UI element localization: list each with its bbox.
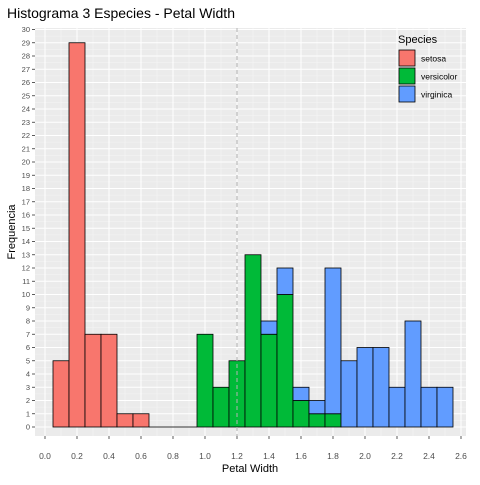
bar-setosa [116,413,134,428]
x-tick-label: 2.0 [359,451,371,461]
x-axis: 0.0 0.2 0.4 0.6 0.8 1.0 1.2 1.4 1.6 1.8 2.0 2.2 2.4 2… [39,436,467,461]
bar-versicolor [324,413,342,428]
x-tick-label: 0.2 [71,451,83,461]
bar-setosa [132,413,150,428]
bar-setosa [100,333,118,428]
bar-versicolor [196,333,214,428]
y-tick-label: 18 [22,184,30,193]
legend-key-versicolor [398,67,416,85]
legend: Species setosa versicolor virginica [398,34,458,103]
bar-virginica [420,386,438,428]
y-tick-label: 21 [22,144,30,153]
y-tick-label: 9 [26,303,30,312]
y-tick-label: 20 [22,158,30,167]
legend-key-setosa [398,49,416,67]
y-tick-label: 7 [26,330,30,339]
x-tick-label: 0.4 [103,451,115,461]
y-tick-label: 5 [26,356,30,365]
bar-versicolor [244,254,262,428]
y-tick-label: 0 [26,423,30,432]
bar-virginica [388,386,406,428]
y-tick-label: 4 [26,370,30,379]
bar-virginica [292,386,310,401]
bar-virginica [324,267,342,415]
y-tick-label: 14 [22,237,30,246]
x-tick-label: 2.2 [391,451,403,461]
bar-versicolor [260,333,278,428]
bar-virginica [276,267,294,295]
x-axis-label: Petal Width [222,463,278,475]
x-tick-label: 0.6 [135,451,147,461]
y-tick-label: 6 [26,343,30,352]
legend-title: Species [398,34,438,46]
bar-setosa [52,360,70,428]
y-tick-label: 15 [22,224,30,233]
x-tick-label: 1.2 [231,451,243,461]
x-tick-label: 2.6 [455,451,467,461]
histogram-bars [52,42,454,428]
bar-versicolor [308,413,326,428]
chart-title: Histograma 3 Especies - Petal Width [7,5,235,21]
legend-items: setosa versicolor virginica [398,49,458,103]
x-tick-label: 2.4 [423,451,435,461]
y-tick-label: 26 [22,78,30,87]
y-tick-label: 29 [22,38,30,47]
y-tick-label: 24 [22,105,30,114]
bar-virginica [356,347,374,428]
x-tick-label: 0.0 [39,451,51,461]
bar-virginica [260,320,278,335]
y-tick-label: 13 [22,250,30,259]
x-tick-label: 0.8 [167,451,179,461]
y-tick-label: 28 [22,52,30,61]
y-axis-label: Frequencia [6,204,18,260]
y-tick-label: 27 [22,65,30,74]
x-tick-label: 1.0 [199,451,211,461]
x-tick-label: 1.6 [295,451,307,461]
y-tick-label: 12 [22,264,30,273]
legend-label-setosa: setosa [421,54,446,64]
bar-virginica [308,400,326,415]
y-tick-label: 10 [22,290,30,299]
bar-virginica [372,347,390,428]
legend-label-versicolor: versicolor [421,72,458,82]
legend-label-virginica: virginica [421,90,452,100]
bar-virginica [436,386,454,428]
y-tick-label: 1 [26,409,30,418]
x-tick-label: 1.8 [327,451,339,461]
y-axis: 0123456789101112131415161718192021222324… [22,25,35,432]
legend-key-virginica [398,85,416,103]
y-tick-label: 3 [26,383,30,392]
y-tick-label: 2 [26,396,30,405]
y-tick-label: 25 [22,91,30,100]
bar-versicolor [212,386,230,428]
bar-setosa [84,333,102,428]
x-tick-label: 1.4 [263,451,275,461]
y-tick-label: 30 [22,25,30,34]
bar-virginica [404,320,422,428]
y-tick-label: 22 [22,131,30,140]
y-tick-label: 16 [22,211,30,220]
y-tick-label: 17 [22,197,30,206]
bar-virginica [340,360,358,428]
bar-setosa [68,42,86,428]
y-tick-label: 11 [22,277,30,286]
bar-versicolor [292,400,310,428]
y-tick-label: 19 [22,171,30,180]
y-tick-label: 8 [26,317,30,326]
y-tick-label: 23 [22,118,30,127]
bar-versicolor [276,294,294,428]
